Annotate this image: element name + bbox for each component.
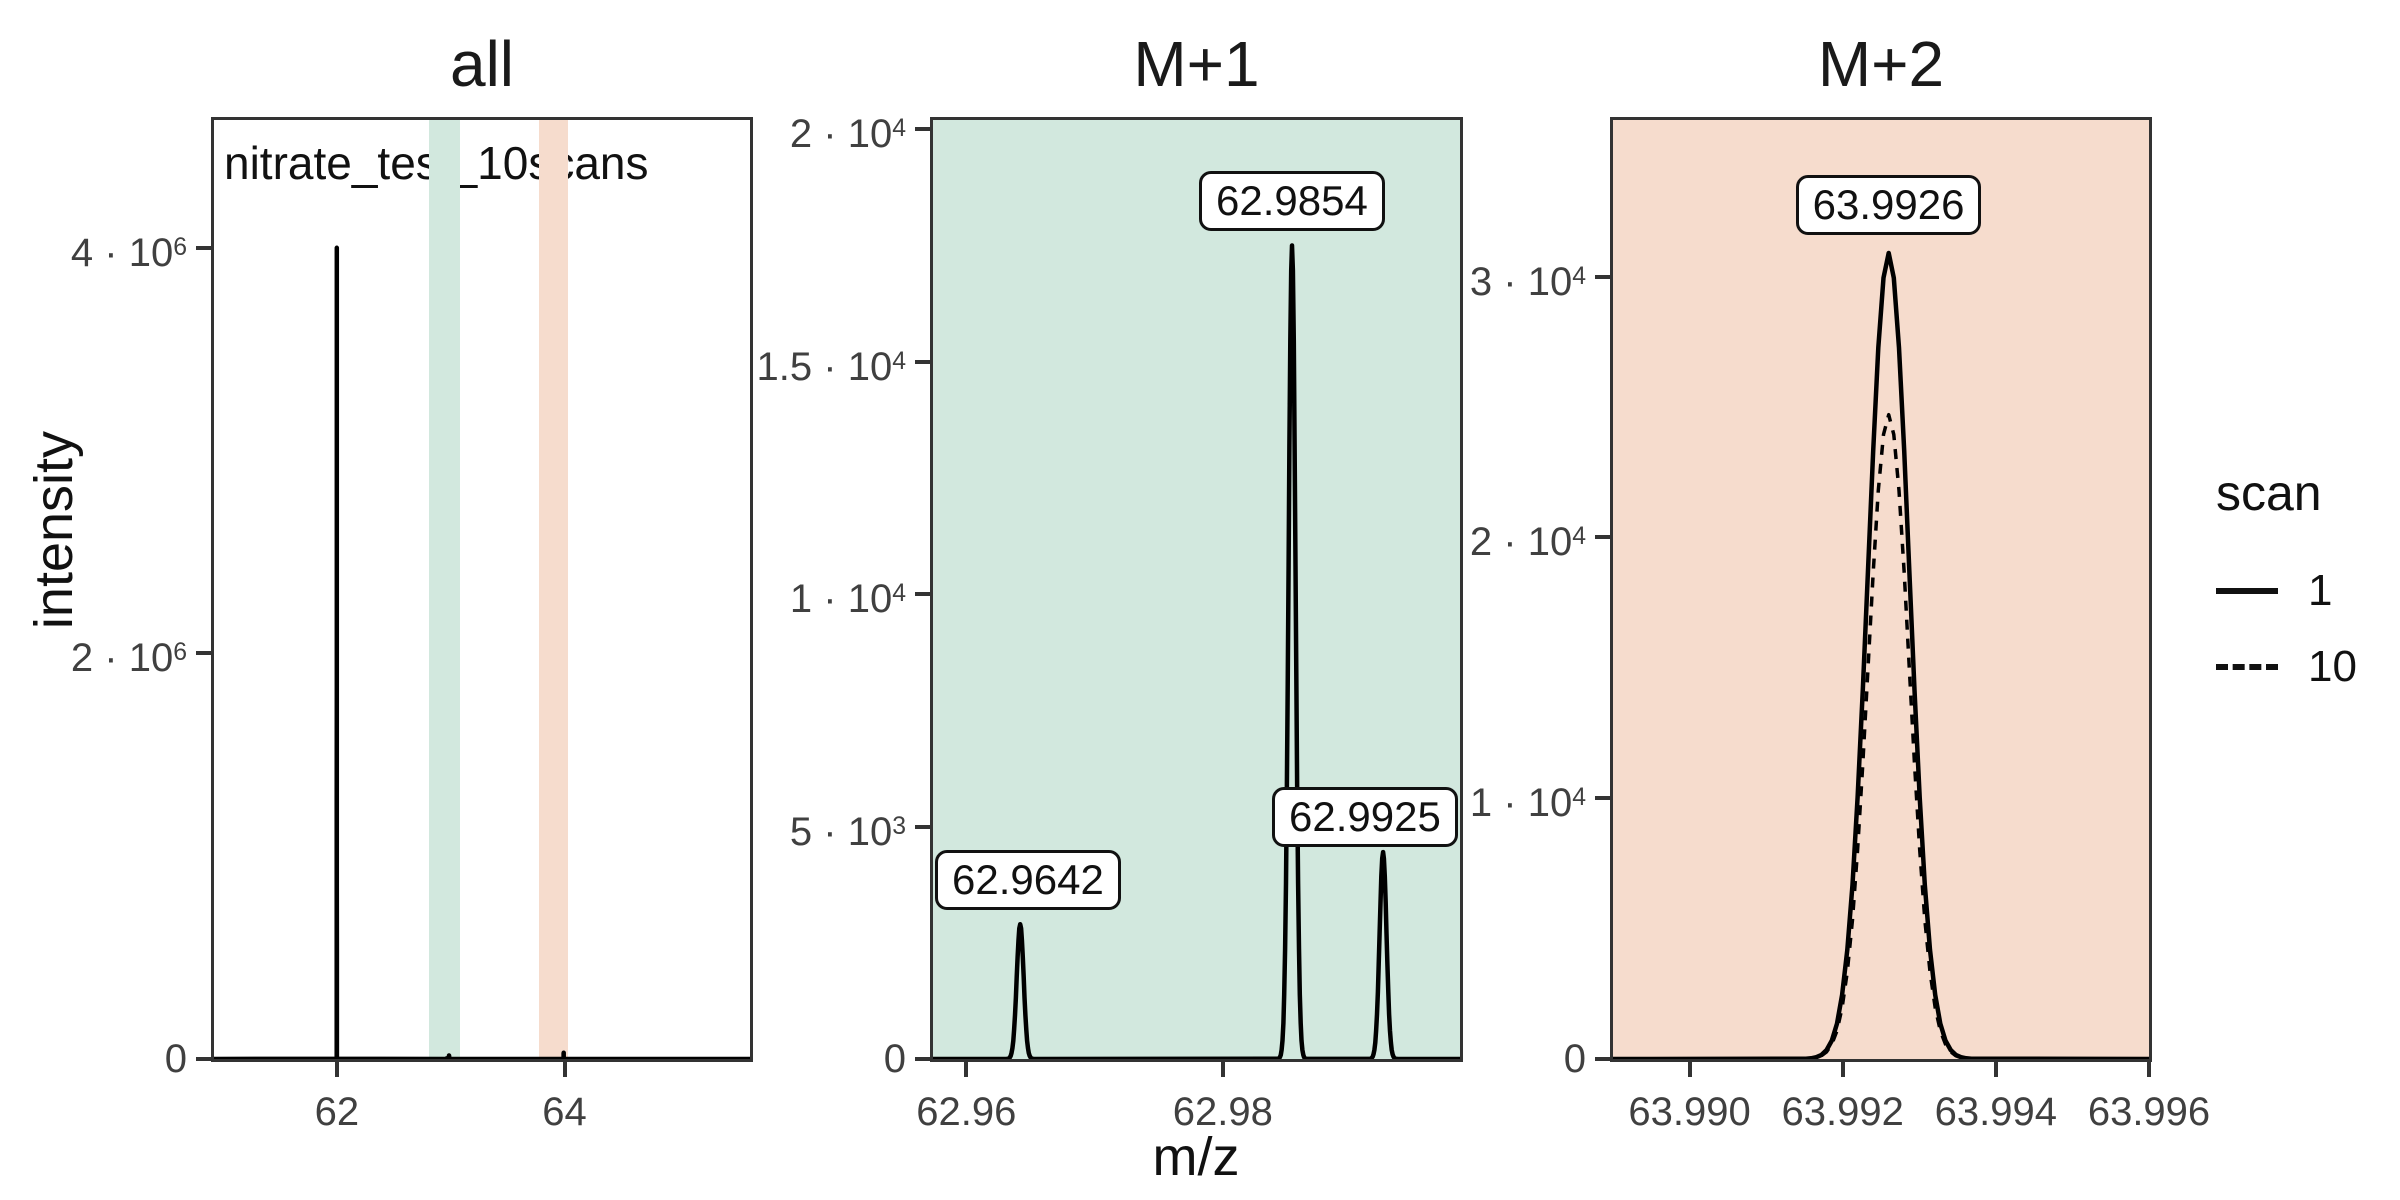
y-tick-mark	[915, 592, 930, 597]
peak-label: 62.9854	[1199, 171, 1385, 232]
y-tick-mark	[196, 1057, 211, 1061]
y-tick-label: 0	[883, 1037, 906, 1081]
peak-label: 62.9642	[935, 850, 1121, 911]
x-tick-label: 63.994	[1934, 1090, 2058, 1134]
spectrum-plot-all	[214, 245, 750, 1059]
panel-all: nitrate_test_10scans	[211, 117, 753, 1062]
x-tick-mark	[334, 1062, 339, 1077]
highlight-band-m1-window	[429, 120, 460, 1059]
y-tick-label: 1.5 · 104	[756, 344, 906, 389]
panel-title-all: all	[449, 28, 515, 100]
x-tick-label: 62.98	[1172, 1090, 1273, 1134]
legend: scan 1 10	[2216, 462, 2357, 692]
y-tick-label: 0	[1563, 1037, 1586, 1081]
x-tick-mark	[562, 1062, 567, 1077]
y-tick-mark	[196, 651, 211, 656]
legend-item-scan-1: 1	[2216, 566, 2357, 616]
x-tick-label: 62.96	[916, 1090, 1017, 1134]
legend-key-dashed-line	[2216, 664, 2278, 670]
y-tick-mark	[1595, 535, 1610, 540]
panel-m1: 62.9642 62.9854 62.9925	[930, 117, 1463, 1062]
legend-key-solid-line	[2216, 588, 2278, 594]
x-tick-mark	[2147, 1062, 2151, 1077]
y-tick-mark	[915, 1057, 930, 1061]
spectrum-plot-m1	[933, 243, 1460, 1059]
y-tick-mark	[1595, 274, 1610, 279]
y-tick-label: 1 · 104	[1469, 781, 1586, 826]
x-tick-mark	[1687, 1062, 1692, 1077]
y-tick-label: 2 · 104	[789, 112, 906, 157]
legend-title: scan	[2216, 465, 2322, 521]
spectrum-line-scan-1	[933, 243, 1460, 1059]
x-tick-label: 63.996	[2087, 1090, 2211, 1134]
y-tick-mark	[915, 127, 930, 132]
y-tick-mark	[196, 245, 211, 250]
spectrum-line-scan-10	[1613, 412, 2149, 1059]
y-tick-label: 5 · 103	[789, 809, 906, 854]
x-tick-label: 63.990	[1628, 1090, 1751, 1134]
x-tick-label: 62	[314, 1090, 360, 1134]
peak-label: 62.9925	[1272, 787, 1458, 848]
spectrum-line-scan-1	[1613, 250, 2149, 1059]
x-tick-mark	[1840, 1062, 1845, 1077]
peak-label: 63.9926	[1795, 175, 1982, 236]
panel-m2: 63.9926	[1610, 117, 2152, 1062]
y-tick-label: 3 · 104	[1469, 259, 1586, 304]
panel-title-m2: M+2	[1817, 28, 1945, 100]
legend-item-scan-10: 10	[2216, 642, 2357, 692]
spectrum-plot-m2	[1613, 250, 2149, 1059]
highlight-band-m2-window	[539, 120, 568, 1059]
y-tick-label: 2 · 104	[1469, 520, 1586, 565]
spectrum-line-scan-10	[933, 255, 1460, 1059]
x-tick-mark	[1220, 1062, 1225, 1077]
x-axis-title: m/z	[1152, 1127, 1240, 1187]
legend-item-label: 1	[2308, 566, 2333, 615]
y-tick-mark	[915, 359, 930, 364]
panel-title-m1: M+1	[1133, 28, 1260, 100]
y-tick-label: 2 · 106	[70, 636, 187, 681]
y-tick-mark	[1595, 796, 1610, 801]
spectrum-line-scan-10	[214, 256, 750, 1059]
y-tick-mark	[1595, 1057, 1610, 1061]
y-tick-label: 0	[164, 1037, 187, 1081]
y-tick-label: 4 · 106	[70, 230, 187, 275]
y-tick-mark	[915, 824, 930, 829]
legend-item-label: 10	[2308, 642, 2357, 691]
x-tick-label: 63.992	[1781, 1090, 1904, 1134]
x-tick-mark	[1993, 1062, 1998, 1077]
x-tick-label: 64	[542, 1090, 587, 1134]
y-tick-label: 1 · 104	[789, 577, 906, 622]
x-tick-mark	[964, 1062, 969, 1077]
